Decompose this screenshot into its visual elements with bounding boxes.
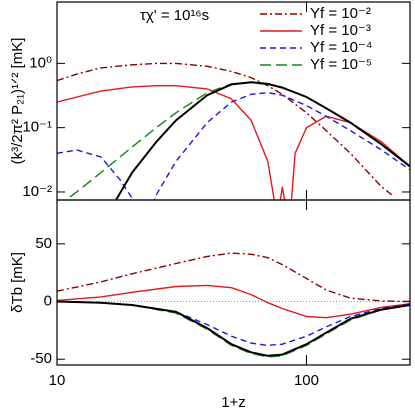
y-tick-label: 10⁻² (22, 183, 52, 200)
series-line (57, 300, 410, 357)
x-tick-label: 10 (49, 372, 66, 389)
series-line (114, 81, 410, 200)
y-tick-label: 0 (44, 293, 52, 310)
series-line (57, 62, 393, 196)
series-line (57, 300, 410, 358)
legend-label: Yf = 10⁻⁴ (310, 39, 372, 56)
legend-label: Yf = 10⁻³ (310, 22, 371, 39)
y-axis-label: (k³/2π² P₂₁)¹ᐟ² [mK] (9, 38, 26, 165)
x-axis-label: 1+z (221, 394, 246, 411)
plot-frame (56, 199, 411, 366)
plot-lines (57, 252, 410, 358)
y-tick-label: -50 (30, 350, 52, 367)
y-axis-label: δTb [mK] (9, 252, 26, 313)
series-line (57, 284, 410, 319)
series-line (57, 300, 410, 347)
annotation: τχ' = 10¹⁶s (140, 7, 209, 24)
legend-label: Yf = 10⁻² (310, 5, 371, 22)
y-tick-label: 10⁻¹ (22, 119, 52, 136)
series-line (57, 91, 410, 200)
x-tick-label: 100 (294, 372, 319, 389)
plot-lines (57, 62, 410, 200)
series-line (57, 85, 410, 200)
series-line (57, 252, 410, 303)
legend-label: Yf = 10⁻⁵ (310, 56, 372, 73)
y-tick-label: 10⁰ (29, 54, 52, 71)
y-tick-label: 50 (35, 235, 52, 252)
